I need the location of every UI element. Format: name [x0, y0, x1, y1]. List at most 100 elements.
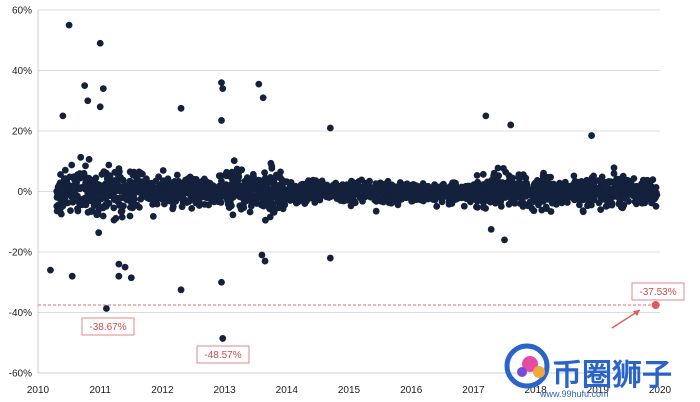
data-point — [184, 189, 192, 197]
y-tick-label: -60% — [9, 369, 32, 380]
data-point — [602, 180, 610, 188]
data-point — [256, 178, 263, 186]
data-point — [206, 179, 214, 187]
data-point — [380, 198, 387, 206]
data-point — [228, 168, 236, 176]
x-tick-label: 2011 — [89, 385, 111, 396]
data-point — [509, 184, 516, 192]
data-point — [172, 180, 180, 188]
reference-line — [38, 301, 660, 310]
data-point — [315, 193, 323, 201]
y-tick-label: -40% — [9, 308, 32, 319]
axes: 60% 40% 20% 0% -20% -40% -60% 2010 2011 2012 2013 2… — [9, 6, 672, 397]
data-point — [303, 197, 310, 205]
annotation-label: -38.67% — [81, 317, 135, 336]
data-point — [605, 192, 612, 200]
x-tick-label: 2019 — [587, 385, 610, 396]
data-point — [202, 193, 210, 201]
data-point — [277, 197, 285, 205]
data-point — [372, 207, 380, 215]
data-point — [608, 201, 616, 209]
annotation-box — [196, 345, 250, 364]
data-point — [54, 183, 62, 191]
arrowhead-icon — [633, 310, 640, 316]
data-point — [222, 181, 230, 189]
data-point — [71, 180, 79, 188]
annotation-text: -37.53% — [639, 287, 676, 298]
data-point — [473, 197, 481, 205]
data-point — [238, 166, 246, 174]
data-point — [579, 207, 587, 215]
data-point — [268, 162, 276, 170]
watermark-text: 币圈狮子 — [552, 358, 672, 393]
data-point — [108, 177, 115, 185]
data-point — [278, 181, 286, 189]
data-point — [574, 182, 582, 190]
data-point — [98, 171, 106, 178]
data-point — [131, 202, 139, 209]
data-point — [187, 181, 194, 189]
data-point — [57, 189, 64, 197]
data-point — [610, 170, 618, 177]
data-point — [523, 201, 531, 209]
data-point — [486, 197, 494, 204]
data-point — [516, 200, 524, 208]
data-point — [505, 200, 513, 208]
data-point — [74, 205, 81, 213]
data-point — [576, 201, 583, 209]
x-tick-label: 2014 — [276, 385, 299, 396]
data-point — [567, 190, 574, 197]
data-point — [324, 192, 332, 200]
data-point — [149, 188, 157, 196]
outlier-point — [258, 251, 266, 259]
outlier-point — [326, 124, 334, 132]
data-point — [393, 186, 401, 193]
data-point — [550, 195, 558, 202]
data-point — [502, 168, 510, 176]
data-point — [597, 206, 605, 214]
data-point — [649, 176, 657, 184]
data-point — [235, 173, 243, 181]
outlier-point — [218, 79, 225, 86]
data-point — [159, 177, 167, 185]
outlier-point — [96, 103, 104, 111]
data-point — [105, 187, 113, 195]
data-points — [47, 21, 661, 342]
data-point — [76, 200, 83, 208]
outlier-point — [218, 117, 225, 124]
data-point — [223, 168, 231, 176]
data-point — [118, 213, 126, 221]
data-point — [224, 196, 231, 204]
x-tick-label: 2013 — [213, 385, 236, 396]
data-point — [487, 226, 495, 233]
data-point — [384, 185, 392, 193]
outlier-point — [81, 82, 89, 90]
data-point — [237, 205, 245, 213]
data-point — [250, 177, 258, 185]
data-point — [261, 169, 268, 177]
data-point — [145, 183, 153, 191]
data-point — [84, 183, 91, 191]
data-point — [101, 181, 109, 189]
outlier-point — [99, 85, 107, 93]
data-point — [95, 202, 103, 210]
data-point — [88, 197, 96, 205]
data-point — [93, 211, 101, 219]
data-point — [199, 183, 207, 191]
y-tick-label: 40% — [12, 66, 32, 77]
data-point — [172, 193, 180, 201]
data-point — [380, 190, 387, 197]
data-point — [445, 194, 453, 201]
x-tick-label: 2018 — [524, 385, 547, 396]
data-point — [82, 162, 89, 170]
data-point — [437, 192, 445, 200]
data-point — [536, 188, 544, 196]
data-point — [262, 174, 269, 182]
data-point — [205, 201, 213, 209]
annotation-box — [81, 317, 135, 336]
data-point — [292, 185, 300, 193]
data-point — [112, 214, 120, 222]
data-point — [643, 193, 651, 201]
outlier-point — [218, 278, 225, 286]
data-point — [479, 170, 487, 178]
